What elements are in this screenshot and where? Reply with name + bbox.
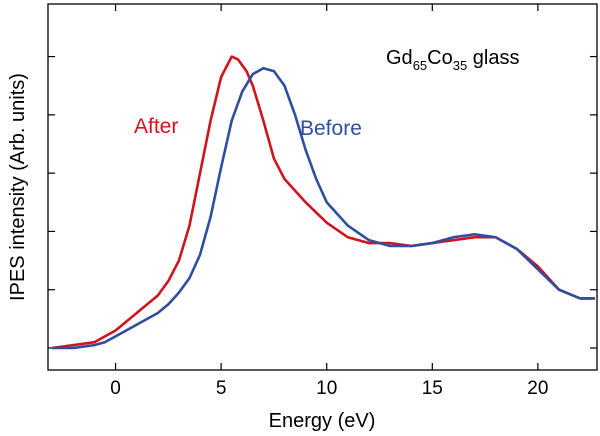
title-mid: Co <box>427 47 453 69</box>
title-sub-2: 35 <box>453 58 467 73</box>
series-line-after <box>52 55 595 350</box>
x-tick-label-1: 5 <box>216 378 227 399</box>
x-tick-label-0: 0 <box>110 378 121 399</box>
chart-title: Gd65Co35 glass <box>386 47 519 73</box>
x-axis-label: Energy (eV) <box>269 410 376 432</box>
x-tick-label-3: 15 <box>422 378 443 399</box>
x-tick-labels: 0 5 10 15 20 <box>110 378 548 399</box>
title-suffix: glass <box>467 47 519 69</box>
title-prefix: Gd <box>386 47 413 69</box>
y-axis-label: IPES intensity (Arb. units) <box>7 73 29 301</box>
plot-frame <box>47 3 598 371</box>
tick-marks <box>48 4 597 370</box>
series-label-before: Before <box>300 117 362 140</box>
series-layer <box>52 55 595 350</box>
series-label-after: After <box>134 115 178 138</box>
title-sub-1: 65 <box>413 58 427 73</box>
x-tick-label-4: 20 <box>527 378 548 399</box>
series-line-before <box>52 66 595 350</box>
x-tick-label-2: 10 <box>316 378 337 399</box>
